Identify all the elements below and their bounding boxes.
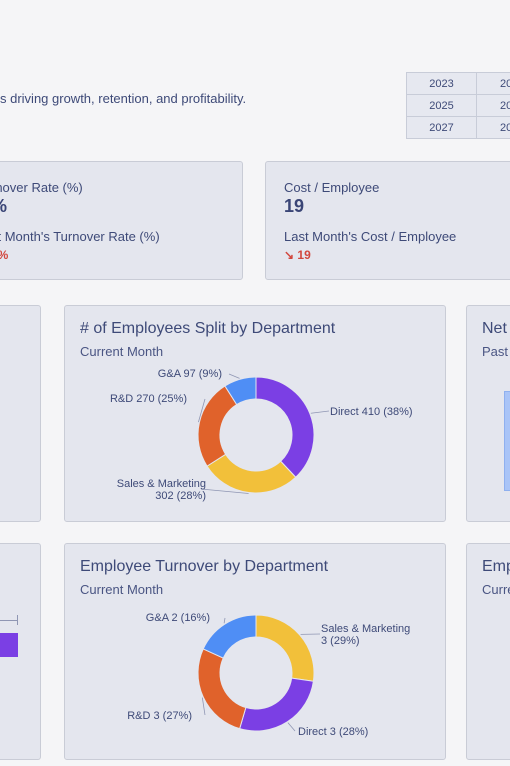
year-option[interactable]: 20 <box>476 73 510 94</box>
year-option[interactable]: 2023 <box>407 73 476 94</box>
pie-slice[interactable] <box>224 376 257 406</box>
kpi-last-label: Last Month's Cost / Employee <box>284 229 457 244</box>
card-subtitle: Past <box>482 344 509 359</box>
card-title: Net <box>482 320 507 337</box>
leader-line <box>198 398 206 423</box>
leader-line <box>310 410 330 414</box>
left-card-bottom <box>0 543 41 760</box>
pie-slice[interactable] <box>197 385 238 467</box>
kpi-last-label: st Month's Turnover Rate (%) <box>0 229 160 244</box>
card-subtitle: Current Month <box>80 344 164 359</box>
card-title: Emp <box>482 558 510 575</box>
kpi-value: 19 <box>284 196 305 216</box>
slice-label: G&A 97 (9%) <box>158 368 222 380</box>
year-option[interactable]: 20 <box>476 117 510 138</box>
slice-label: Direct 410 (38%) <box>330 406 413 418</box>
bar-blue <box>504 391 510 491</box>
leader-line <box>201 697 206 716</box>
kpi-cost-card: Cost / Employee 19 Last Month's Cost / E… <box>265 161 510 280</box>
bar-whisker-cap <box>17 615 18 625</box>
year-option[interactable]: 2027 <box>407 117 476 138</box>
year-row: 2023 20 <box>407 73 510 94</box>
slice-label: 302 (28%) <box>155 490 206 502</box>
kpi-turnover-card: rnover Rate (%) % st Month's Turnover Ra… <box>0 161 243 280</box>
employees-split-card: # of Employees Split by Department Curre… <box>64 305 446 522</box>
pie-slice[interactable] <box>239 677 314 732</box>
year-option[interactable]: 2025 <box>407 95 476 116</box>
pie-slice[interactable] <box>255 614 315 682</box>
year-row: 2025 20 <box>407 94 510 116</box>
emp-card: Emp Curre <box>466 543 510 760</box>
leader-line <box>223 617 226 624</box>
kpi-value: % <box>0 196 7 217</box>
pie-slice[interactable] <box>255 376 315 478</box>
card-title: # of Employees Split by Department <box>80 320 336 337</box>
year-filter-grid: 2023 20 2025 20 2027 20 <box>406 72 510 139</box>
net-card: Net Past <box>466 305 510 522</box>
bar-purple <box>0 633 18 657</box>
slice-label: R&D 270 (25%) <box>110 393 187 405</box>
leader-line <box>228 373 240 379</box>
kpi-last-value: 1% <box>0 248 8 262</box>
turnover-dept-card: Employee Turnover by Department Current … <box>64 543 446 760</box>
slice-label: Direct 3 (28%) <box>298 726 368 738</box>
page-subtitle: s driving growth, retention, and profita… <box>0 91 247 106</box>
slice-label: 3 (29%) <box>321 635 360 647</box>
slice-label: Sales & Marketing <box>117 478 206 490</box>
left-card-top <box>0 305 41 522</box>
kpi-label: Cost / Employee <box>284 180 380 195</box>
slice-label: R&D 3 (27%) <box>127 710 192 722</box>
year-row: 2027 20 <box>407 116 510 138</box>
kpi-label: rnover Rate (%) <box>0 180 83 195</box>
card-subtitle: Current Month <box>80 582 164 597</box>
pie-slice[interactable] <box>202 614 257 659</box>
card-subtitle: Curre <box>482 582 510 597</box>
slice-label: G&A 2 (16%) <box>146 612 210 624</box>
leader-line <box>287 722 296 732</box>
leader-line <box>200 488 249 494</box>
pie-slice[interactable] <box>197 648 247 730</box>
bar-whisker <box>0 620 17 621</box>
kpi-last-value: ↘ 19 <box>284 248 311 262</box>
year-option[interactable]: 20 <box>476 95 510 116</box>
card-title: Employee Turnover by Department <box>80 558 329 575</box>
slice-label: Sales & Marketing <box>321 623 410 635</box>
